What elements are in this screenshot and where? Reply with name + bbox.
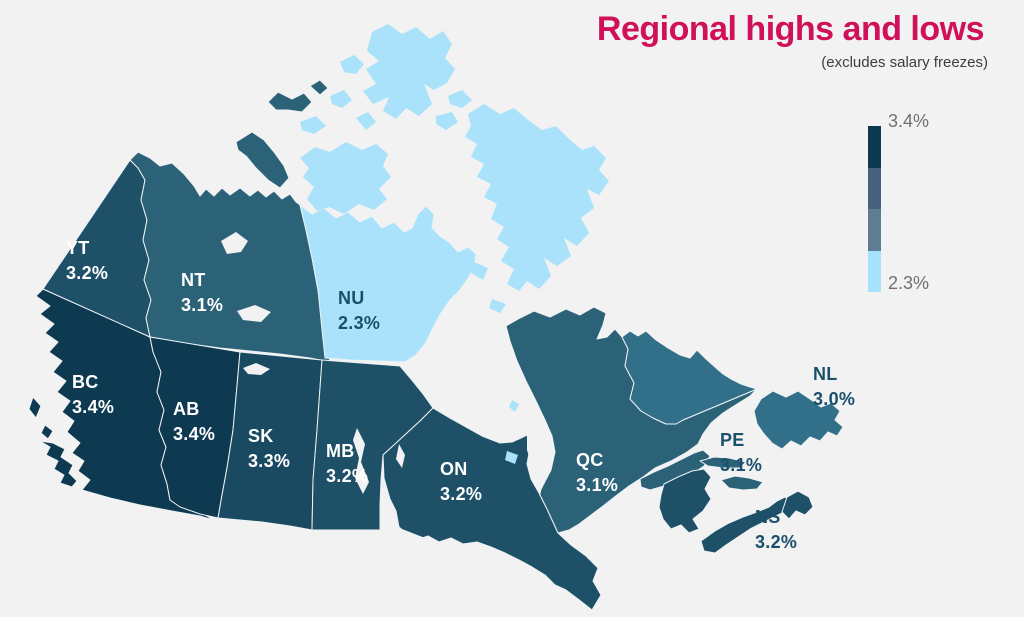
lake-superior-shape (392, 527, 494, 578)
nt-small-islet-shape (309, 79, 329, 96)
devon-island-shape (448, 90, 472, 108)
page-subtitle: (excludes salary freezes) (821, 54, 988, 71)
anticosti-island-shape (699, 456, 747, 469)
legend-segment (868, 167, 881, 209)
cape-breton-shape (781, 490, 814, 520)
region-value: 3.2% (755, 532, 798, 552)
region-value: 3.3% (248, 451, 291, 471)
region-code: SK (248, 426, 274, 446)
haida-gwaii-shape (28, 396, 42, 419)
region-code: ON (440, 459, 468, 479)
lake-ontario-shape (545, 600, 588, 616)
region-label-yt: YT 3.2% (66, 236, 108, 286)
newfoundland-island-shape (753, 390, 844, 450)
banks-island-shape (235, 131, 290, 189)
region-qc-shape (505, 306, 758, 534)
coats-island-shape (489, 299, 506, 313)
region-value: 3.2% (440, 484, 483, 504)
hudson-strait-islet-shape (471, 262, 488, 280)
region-label-nu: NU 2.3% (338, 286, 380, 336)
arctic-islet-2 (330, 90, 352, 108)
arctic-islet-3 (300, 116, 326, 134)
region-code: MB (326, 441, 355, 461)
region-nu-shape (299, 204, 477, 363)
region-code: NS (755, 507, 781, 527)
legend-segment (868, 209, 881, 251)
legend-min-label: 2.3% (888, 273, 930, 293)
region-label-on: ON 3.2% (440, 457, 482, 507)
arctic-islet-4 (356, 112, 376, 130)
region-label-bc: BC 3.4% (72, 370, 114, 420)
region-value: 3.4% (173, 424, 216, 444)
legend-segment (868, 250, 881, 292)
james-bay-shape (527, 434, 552, 496)
region-nt-shape (129, 151, 331, 363)
region-value: 3.1% (576, 475, 619, 495)
labrador-shape (621, 330, 758, 425)
arctic-islet-1 (340, 55, 364, 74)
region-nb-shape (658, 468, 712, 534)
region-value: 3.1% (181, 295, 224, 315)
page-title: Regional highs and lows (596, 10, 985, 48)
region-label-nl: NL 3.0% (813, 362, 855, 412)
legend-color-bar (868, 126, 881, 292)
ellesmere-islands-shape (363, 24, 455, 119)
great-slave-lake-shape (237, 305, 271, 322)
coastal-islet-shape (40, 424, 54, 440)
nt-north-islet-shape (267, 91, 313, 113)
great-bear-lake-shape (221, 232, 248, 254)
on-small-lake-shape (396, 444, 405, 468)
region-mb-shape (311, 359, 434, 531)
region-code: BC (72, 372, 99, 392)
vancouver-island-shape (39, 440, 78, 488)
region-value: 3.2% (326, 466, 369, 486)
region-label-sk: SK 3.3% (248, 424, 290, 474)
somerset-island-shape (436, 112, 458, 130)
region-code: NL (813, 364, 838, 384)
region-code: AB (173, 399, 200, 419)
lake-winnipeg-shape (353, 428, 369, 494)
region-pe-shape (720, 475, 764, 491)
region-code: QC (576, 450, 604, 470)
region-label-pe: PE 3.1% (720, 428, 762, 478)
region-label-qc: QC 3.1% (576, 448, 618, 498)
region-label-ns: NS 3.2% (755, 505, 797, 555)
lake-athabasca-shape (243, 363, 270, 375)
legend-segment (868, 126, 881, 168)
region-code: NU (338, 288, 365, 308)
baffin-island-shape (465, 104, 609, 291)
region-value: 3.4% (72, 397, 115, 417)
region-label-ab: AB 3.4% (173, 397, 215, 447)
on-light-lake-shape (505, 451, 518, 464)
region-value: 2.3% (338, 313, 381, 333)
region-code: YT (66, 238, 90, 258)
region-code: NT (181, 270, 206, 290)
region-value: 3.1% (720, 455, 763, 475)
lake-huron-shape (504, 569, 537, 597)
region-value: 3.0% (813, 389, 856, 409)
region-label-nt: NT 3.1% (181, 268, 223, 318)
victoria-island-shape (300, 142, 391, 214)
belcher-islands-shape (509, 400, 519, 412)
legend-max-label: 3.4% (888, 111, 930, 131)
region-code: PE (720, 430, 745, 450)
region-value: 3.2% (66, 263, 109, 283)
region-label-mb: MB 3.2% (326, 439, 368, 489)
